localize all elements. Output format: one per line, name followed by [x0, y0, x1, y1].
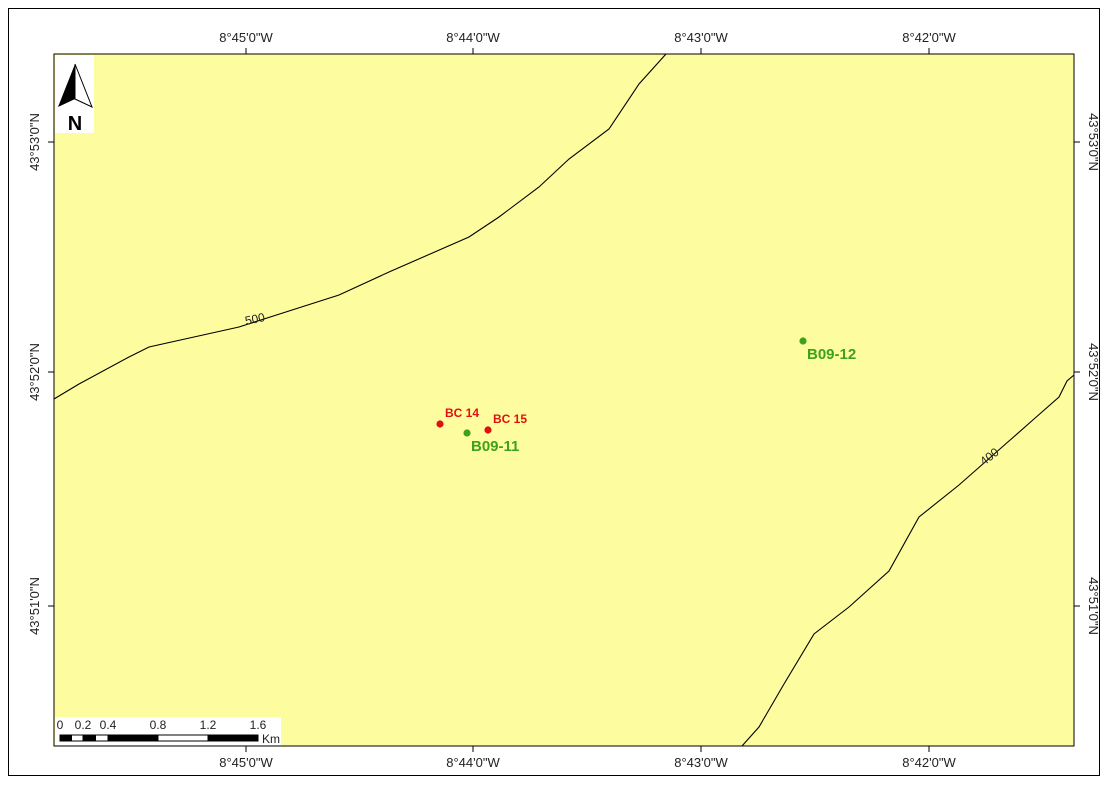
scale-tick-label: 0 [57, 718, 64, 732]
map-frame: 500 400 8°45'0"W 8°44'0"W 8°43'0"W 8°42'… [8, 8, 1101, 777]
graticule-left-label: 43°53'0"N [27, 113, 42, 171]
north-arrow-label: N [68, 113, 82, 135]
scale-tick-label: 0.8 [150, 718, 167, 732]
map-canvas[interactable]: 500 400 8°45'0"W 8°44'0"W 8°43'0"W 8°42'… [9, 9, 1101, 777]
scale-unit-label: Km [262, 732, 280, 746]
graticule-right-label: 43°52'0"N [1086, 343, 1101, 401]
graticule-top-label: 8°45'0"W [219, 30, 273, 45]
contour-line-400 [741, 374, 1075, 747]
scale-tick-label: 0.2 [75, 718, 92, 732]
graticule-top-label: 8°44'0"W [446, 30, 500, 45]
graticule-right-label: 43°53'0"N [1086, 113, 1101, 171]
station-point-b09-12[interactable] [799, 337, 807, 345]
scale-bar: 0 0.2 0.4 0.8 1.2 1.6 Km [55, 717, 281, 746]
station-point-bc15[interactable] [484, 426, 492, 434]
station-point-b09-11[interactable] [463, 429, 471, 437]
station-point-bc14[interactable] [436, 420, 444, 428]
station-label-bc15: BC 15 [493, 412, 527, 426]
graticule-bottom-label: 8°42'0"W [902, 755, 956, 770]
graticule-left-label: 43°51'0"N [27, 577, 42, 635]
graticule-bottom-label: 8°44'0"W [446, 755, 500, 770]
contour-line-500 [53, 53, 667, 400]
north-arrow: N [55, 55, 94, 135]
station-label-b09-12: B09-12 [807, 346, 856, 363]
graticule-top-label: 8°42'0"W [902, 30, 956, 45]
station-label-bc14: BC 14 [445, 406, 479, 420]
scale-tick-label: 0.4 [100, 718, 117, 732]
contour-label-500: 500 [244, 310, 267, 328]
station-label-b09-11: B09-11 [471, 438, 519, 455]
scale-tick-label: 1.6 [250, 718, 267, 732]
graticule-ticks [48, 48, 1080, 752]
graticule-bottom-label: 8°43'0"W [674, 755, 728, 770]
graticule-right-label: 43°51'0"N [1086, 577, 1101, 635]
north-arrow-icon [58, 63, 93, 108]
graticule-bottom-label: 8°45'0"W [219, 755, 273, 770]
graticule-top-label: 8°43'0"W [674, 30, 728, 45]
graticule-left-label: 43°52'0"N [27, 343, 42, 401]
scale-tick-label: 1.2 [200, 718, 217, 732]
map-area [53, 53, 1075, 747]
